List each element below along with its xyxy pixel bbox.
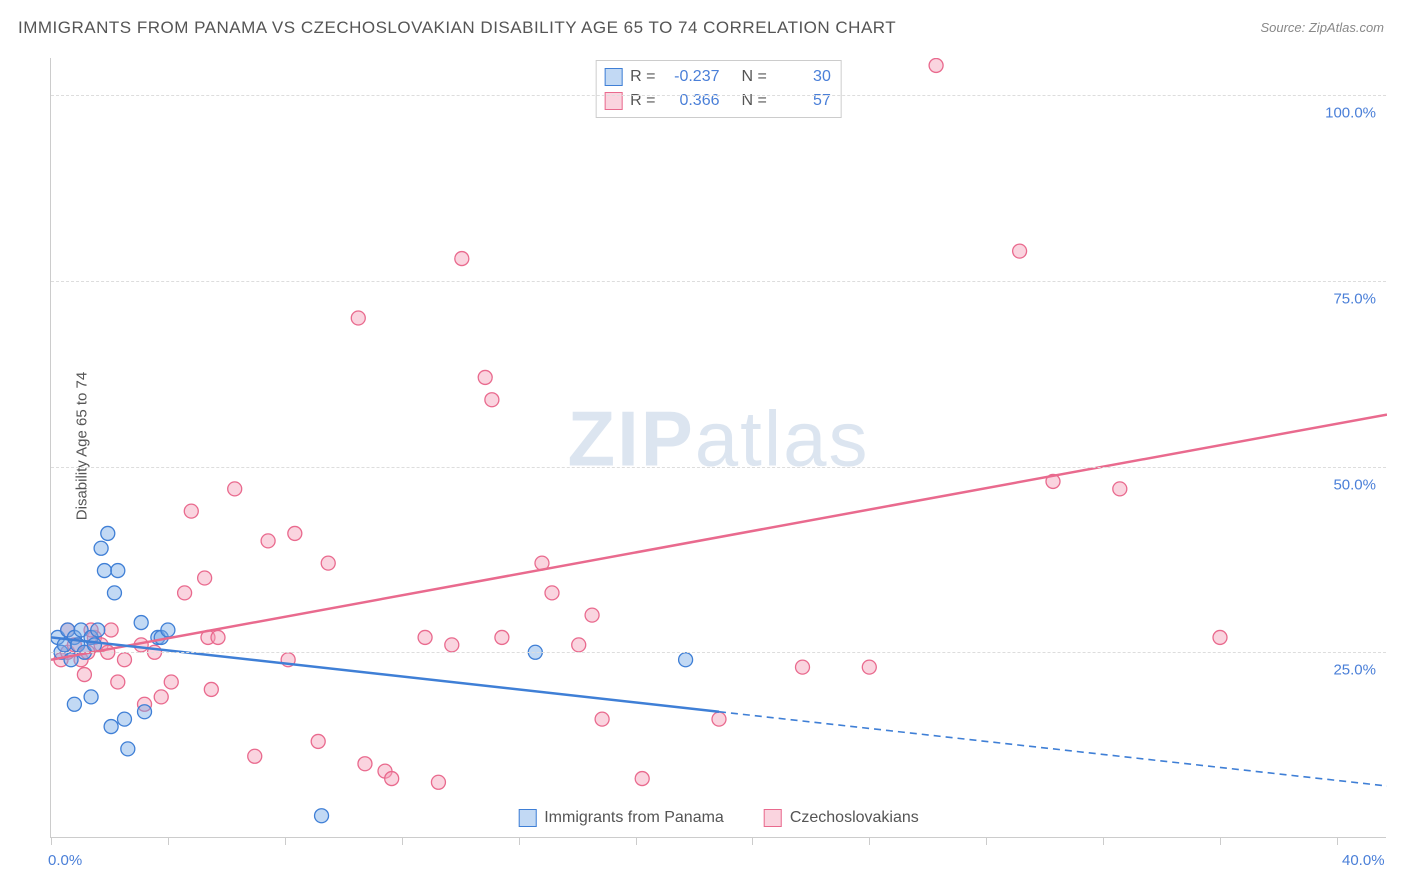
y-tick-label: 25.0% [1333,662,1376,679]
x-tick [1220,837,1221,845]
gridline [51,281,1386,282]
chart-title: IMMIGRANTS FROM PANAMA VS CZECHOSLOVAKIA… [18,18,896,38]
stats-row-blue: R = -0.237 N = 30 [604,65,831,89]
x-tick [636,837,637,845]
stats-row-pink: R = 0.366 N = 57 [604,89,831,113]
x-tick [168,837,169,845]
watermark: ZIPatlas [567,393,869,484]
x-tick [285,837,286,845]
scatter-plot: ZIPatlas R = -0.237 N = 30 R = 0.366 N =… [50,58,1386,838]
x-tick [519,837,520,845]
stats-legend-box: R = -0.237 N = 30 R = 0.366 N = 57 [595,60,842,118]
legend-item-blue: Immigrants from Panama [518,809,724,827]
gridline [51,95,1386,96]
gridline [51,467,1386,468]
pink-swatch-icon [764,809,782,827]
legend-item-pink: Czechoslovakians [764,809,919,827]
source-attribution: Source: ZipAtlas.com [1260,20,1384,35]
y-tick-label: 75.0% [1333,290,1376,307]
x-axis-max-label: 40.0% [1342,852,1385,869]
x-axis-min-label: 0.0% [48,852,82,869]
gridline [51,652,1386,653]
blue-swatch-icon [604,68,622,86]
x-tick [869,837,870,845]
blue-swatch-icon [518,809,536,827]
x-tick [1337,837,1338,845]
x-tick [402,837,403,845]
x-tick [752,837,753,845]
y-tick-label: 50.0% [1333,476,1376,493]
x-tick [51,837,52,845]
y-tick-label: 100.0% [1325,105,1376,122]
chart-svg [51,58,1387,838]
x-tick [986,837,987,845]
series-legend: Immigrants from Panama Czechoslovakians [508,809,929,827]
x-tick [1103,837,1104,845]
